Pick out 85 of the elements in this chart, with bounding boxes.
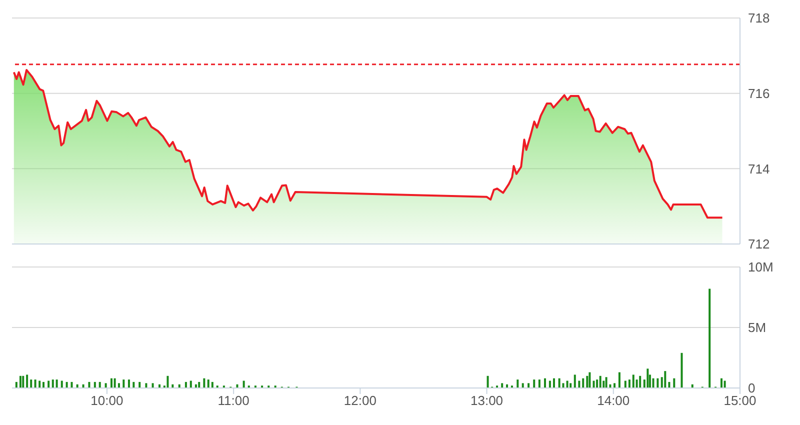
bar	[48, 380, 50, 388]
bar	[42, 382, 45, 388]
bar	[19, 376, 22, 388]
y-tick-label: 714	[748, 161, 770, 176]
bar	[104, 383, 107, 388]
bar	[548, 380, 551, 388]
bar	[34, 380, 36, 388]
bar	[673, 378, 676, 388]
bar	[596, 380, 598, 388]
bar	[114, 378, 116, 388]
bar	[668, 382, 670, 388]
bar	[132, 382, 135, 388]
bar	[66, 382, 68, 388]
x-tick-label: 14:00	[597, 393, 630, 408]
bar	[207, 380, 210, 388]
bar	[724, 380, 726, 388]
bar	[52, 380, 54, 388]
bar	[118, 383, 120, 388]
bar	[588, 372, 591, 388]
bar	[15, 382, 18, 388]
bar	[211, 382, 214, 388]
bar	[70, 382, 73, 388]
x-tick-label: 12:00	[344, 393, 376, 408]
bar	[646, 368, 649, 388]
x-tick-label: 15:00	[724, 393, 756, 408]
bar	[38, 380, 41, 388]
bar	[22, 376, 24, 388]
bar	[110, 378, 112, 388]
bar	[60, 380, 63, 388]
bar	[586, 376, 588, 388]
bar	[624, 380, 626, 388]
bar	[582, 378, 584, 388]
bar	[522, 383, 524, 388]
y-tick-label: 712	[748, 236, 770, 252]
bar	[652, 378, 654, 388]
bar	[656, 378, 659, 388]
bar	[56, 380, 58, 388]
bar	[122, 380, 125, 388]
x-tick-label: 11:00	[218, 393, 250, 408]
bar	[566, 380, 568, 388]
bar	[88, 382, 90, 388]
bar	[184, 382, 187, 388]
bar	[570, 383, 572, 388]
bar	[138, 382, 141, 388]
x-tick-label: 10:00	[90, 393, 124, 408]
bar	[720, 378, 722, 388]
bar	[632, 374, 634, 388]
bar	[190, 380, 192, 388]
bar	[544, 378, 546, 388]
bar	[605, 377, 608, 388]
bar	[26, 374, 28, 388]
bar	[501, 383, 504, 388]
bar	[553, 378, 555, 388]
bar	[145, 383, 148, 388]
bar	[538, 380, 540, 388]
bar	[203, 378, 206, 388]
bar	[516, 380, 519, 388]
y-tick-label: 10M	[748, 260, 774, 275]
bar	[94, 382, 96, 388]
bar	[639, 376, 642, 388]
bar	[166, 376, 169, 388]
y-tick-label: 5M	[748, 320, 766, 336]
bar	[198, 382, 200, 388]
bar	[558, 378, 560, 388]
bar	[528, 383, 530, 388]
bar	[574, 374, 576, 388]
y-tick-label: 718	[748, 10, 770, 26]
bar	[128, 380, 130, 388]
bar	[242, 380, 245, 388]
bar	[592, 380, 595, 388]
bar	[628, 380, 630, 388]
bar	[664, 371, 666, 388]
bar	[708, 288, 711, 388]
bar	[599, 376, 602, 388]
bar	[680, 352, 683, 388]
bar	[618, 372, 620, 388]
bar	[98, 382, 101, 388]
x-tick-label: 13:00	[470, 393, 504, 408]
bar	[486, 376, 489, 388]
bar	[614, 383, 616, 388]
y-tick-label: 716	[748, 86, 770, 101]
bar	[152, 383, 154, 388]
bar	[533, 380, 536, 388]
bar	[578, 380, 580, 388]
y-tick-label: 0	[748, 380, 756, 396]
